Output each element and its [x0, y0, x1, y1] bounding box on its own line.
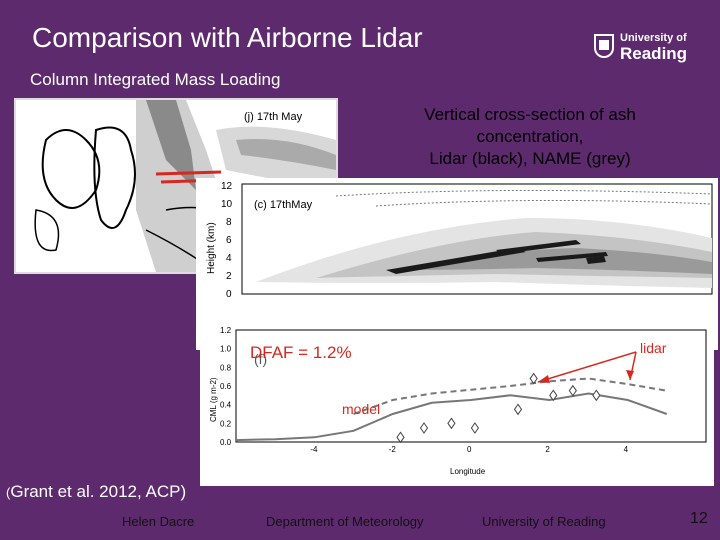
cml-ytick-5: 1.0: [220, 345, 232, 354]
ytick-12: 12: [221, 181, 233, 192]
cml-xlabel: Longitude: [450, 467, 486, 476]
model-label: model: [342, 401, 380, 417]
lidar-point: [396, 431, 405, 444]
lidar-point: [549, 389, 558, 402]
lidar-point: [513, 403, 523, 416]
lidar-point: [568, 384, 577, 397]
footer-university: University of Reading: [482, 514, 606, 529]
shield-icon: [594, 34, 614, 58]
lidar-point: [470, 422, 480, 434]
cml-chart: 0.0 0.2 0.4 0.6 0.8 1.0 1.2 -4 -2 0 2 4 CML (g m-2…: [200, 322, 714, 486]
xsec-caption-line3: Lidar (black), NAME (grey): [429, 149, 631, 168]
cml-panel-letter: (f): [254, 351, 267, 367]
reference-text: Grant et al. 2012, ACP): [10, 482, 187, 501]
ytick-6: 6: [226, 235, 232, 246]
xsec-caption: Vertical cross-section of ash concentrat…: [380, 104, 680, 170]
xsec-caption-line1: Vertical cross-section of ash: [424, 105, 636, 124]
lidar-point: [592, 389, 601, 402]
cml-xtick-0: -4: [310, 445, 318, 454]
cross-section-panel: 0 2 4 6 8 10 12 Height (km) (c) 17thMay: [196, 178, 718, 350]
cml-xtick-1: -2: [389, 445, 397, 454]
ytick-0: 0: [226, 289, 232, 300]
logo-line1: University of: [620, 32, 687, 44]
university-logo: University of Reading: [592, 28, 692, 68]
cml-xtick-4: 4: [624, 445, 629, 454]
caption-backdrop: [338, 98, 720, 178]
cml-frame: [235, 329, 707, 443]
lidar-label: lidar: [640, 340, 667, 356]
lidar-point: [419, 422, 429, 434]
ytick-8: 8: [226, 217, 232, 228]
xsec-label: (c) 17thMay: [254, 199, 313, 211]
cml-xtick-3: 2: [545, 445, 550, 454]
column-loading-map: (j) 17th May: [14, 98, 338, 274]
footer-author: Helen Dacre: [122, 514, 195, 529]
ytick-10: 10: [221, 199, 233, 210]
cml-ytick-1: 0.2: [220, 419, 232, 428]
cross-section-figure: 0 2 4 6 8 10 12 Height (km) (c) 17thMay: [196, 178, 718, 350]
reference-citation: (Grant et al. 2012, ACP): [6, 482, 186, 502]
cml-ytick-4: 0.8: [220, 363, 232, 372]
cml-ytick-6: 1.2: [220, 326, 232, 335]
series-model-dashed-line: [353, 377, 667, 415]
cml-ylabel: CML (g m-2): [209, 377, 218, 422]
reference-open-paren: (: [6, 485, 11, 500]
cml-ytick-0: 0.0: [220, 438, 232, 447]
lidar-point: [447, 417, 456, 430]
cml-panel: 0.0 0.2 0.4 0.6 0.8 1.0 1.2 -4 -2 0 2 4 CML (g m-2…: [200, 322, 714, 486]
slide-subtitle: Column Integrated Mass Loading: [30, 70, 281, 89]
cml-ytick-2: 0.4: [220, 401, 232, 410]
xsec-ylabel: Height (km): [206, 222, 217, 274]
slide-title: Comparison with Airborne Lidar: [32, 22, 423, 53]
slide-number: 12: [690, 510, 708, 527]
logo-line2: Reading: [620, 44, 688, 63]
dfaf-label: DFAF = 1.2%: [250, 343, 352, 362]
footer-department: Department of Meteorology: [266, 514, 424, 529]
ytick-2: 2: [226, 271, 232, 282]
cml-xtick-2: 0: [467, 445, 472, 454]
ytick-4: 4: [226, 253, 232, 264]
lidar-point: [529, 372, 538, 385]
xsec-caption-line2: concentration,: [476, 127, 584, 146]
cml-ytick-3: 0.6: [220, 382, 232, 391]
map-label: (j) 17th May: [244, 111, 303, 123]
